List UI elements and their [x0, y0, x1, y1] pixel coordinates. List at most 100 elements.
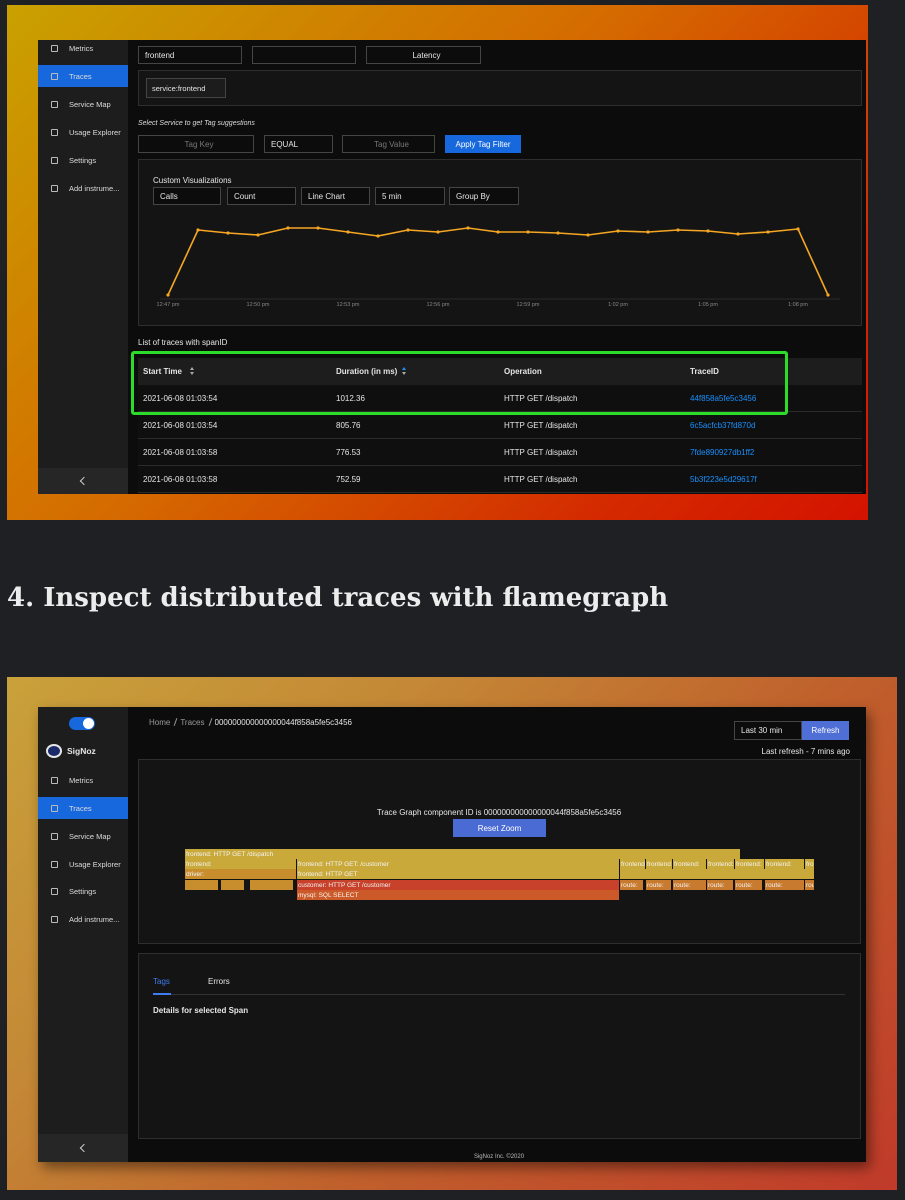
visualization-control[interactable]: Calls [153, 187, 221, 205]
list-title: List of traces with spanID [138, 337, 228, 347]
tab[interactable]: Tags [153, 976, 170, 986]
table-row[interactable] [138, 439, 862, 466]
time-select[interactable]: Last 30 min [734, 721, 802, 740]
flame-span[interactable]: frontend: [707, 859, 735, 869]
table-cell: 776.53 [336, 448, 361, 457]
flame-span[interactable]: route: [707, 880, 734, 890]
sidebar-item[interactable]: Settings [69, 155, 97, 165]
table-header-cell[interactable]: Start Time [143, 367, 182, 376]
flame-span[interactable]: frontend: HTTP GET: /customer [297, 859, 620, 869]
visualization-control[interactable]: Count [227, 187, 296, 205]
flame-span[interactable]: route: [620, 880, 644, 890]
sidebar-item[interactable]: Traces [69, 803, 92, 813]
last-refresh: Last refresh - 7 mins ago [761, 747, 850, 756]
flame-span[interactable] [185, 880, 219, 890]
flame-span[interactable]: frontend: [673, 859, 707, 869]
theme-toggle[interactable] [69, 717, 95, 730]
flame-span[interactable]: route: [673, 880, 707, 890]
flame-span[interactable]: driver: [185, 869, 297, 879]
sidebar-selected[interactable] [38, 797, 128, 819]
tab[interactable]: Errors [208, 976, 230, 986]
visualization-title: Custom Visualizations [153, 176, 232, 185]
details-panel [138, 953, 861, 1139]
tag-chip[interactable]: service:frontend [146, 78, 226, 98]
apply-tag-filter-button[interactable]: Apply Tag Filter [445, 135, 521, 153]
collapse-chevron [79, 476, 89, 486]
latency-button[interactable]: Latency [366, 46, 481, 64]
table-row[interactable] [138, 385, 862, 412]
sidebar [38, 40, 128, 494]
flame-span[interactable]: route: [805, 880, 815, 890]
tag-operator-select[interactable]: EQUAL [264, 135, 333, 153]
table-header [138, 358, 862, 385]
section-heading: 4. Inspect distributed traces with flame… [7, 583, 669, 613]
sidebar-item[interactable]: Traces [69, 71, 92, 81]
flame-span[interactable]: route: [646, 880, 672, 890]
visualization-control[interactable]: 5 min [375, 187, 445, 205]
table-cell: 2021-06-08 01:03:58 [143, 475, 218, 484]
table-cell: 1012.36 [336, 394, 365, 403]
sidebar-icon [51, 157, 58, 164]
flame-span[interactable]: frontend: HTTP GET /dispatch [185, 849, 741, 859]
table-cell[interactable]: 44f858a5fe5c3456 [690, 394, 757, 403]
flame-span[interactable]: route: [765, 880, 805, 890]
refresh-button[interactable]: Refresh [802, 721, 849, 740]
table-row[interactable] [138, 412, 862, 439]
logo-icon [46, 744, 62, 758]
flame-span[interactable]: frontend: HTTP GET [297, 869, 620, 879]
table-cell: 805.76 [336, 421, 361, 430]
table-row[interactable] [138, 466, 862, 493]
sidebar-item[interactable]: Service Map [69, 99, 111, 109]
flame-span[interactable]: frontend: [765, 859, 805, 869]
breadcrumb-item: 000000000000000044f858a5fe5c3456 [214, 717, 352, 727]
flame-span[interactable]: customer: HTTP GET /customer [297, 880, 620, 890]
flame-span[interactable] [620, 869, 815, 879]
flame-span[interactable]: route: [735, 880, 763, 890]
sidebar-item[interactable]: Settings [69, 886, 97, 896]
service-select[interactable]: frontend [138, 46, 242, 64]
sidebar-item[interactable]: Add instrume... [69, 914, 120, 924]
sidebar-item[interactable]: Metrics [69, 43, 94, 53]
sidebar-item[interactable]: Metrics [69, 775, 94, 785]
sidebar-item[interactable]: Service Map [69, 831, 111, 841]
tag-value-input[interactable]: Tag Value [342, 135, 435, 153]
reset-zoom-button[interactable]: Reset Zoom [453, 819, 546, 837]
sidebar-selected[interactable] [38, 65, 128, 87]
logo-text: SigNoz [67, 746, 96, 756]
table-cell[interactable]: 7fde890927db1ff2 [690, 448, 755, 457]
breadcrumb-item[interactable]: Traces [180, 717, 205, 727]
sidebar-icon [51, 129, 58, 136]
flame-span[interactable]: frontend [620, 859, 646, 869]
sidebar-icon [51, 861, 58, 868]
flame-span[interactable]: mysql: SQL SELECT [297, 890, 620, 900]
sidebar-icon [51, 777, 58, 784]
sidebar-item[interactable]: Usage Explorer [69, 127, 121, 137]
table-header-cell[interactable]: Duration (in ms) [336, 367, 398, 376]
breadcrumb-item[interactable]: Home [149, 717, 171, 727]
visualization-control[interactable]: Line Chart [301, 187, 370, 205]
table-cell[interactable]: 6c5acfcb37fd870d [690, 421, 756, 430]
table-cell: 752.59 [336, 475, 361, 484]
table-cell: HTTP GET /dispatch [504, 475, 578, 484]
tag-key-input[interactable]: Tag Key [138, 135, 254, 153]
tab-underline [153, 993, 171, 995]
flame-span[interactable] [221, 880, 245, 890]
flame-span[interactable]: frontend: [805, 859, 815, 869]
flame-span[interactable]: frontend [646, 859, 673, 869]
collapse-button[interactable] [38, 1134, 128, 1162]
sidebar-item[interactable]: Add instrume... [69, 183, 120, 193]
visualization-control[interactable]: Group By [449, 187, 519, 205]
operation-select[interactable] [252, 46, 356, 64]
collapse-button[interactable] [38, 468, 128, 494]
sidebar-icon [51, 888, 58, 895]
sort-icon [402, 367, 406, 370]
flame-span[interactable]: frontend: [185, 859, 297, 869]
sidebar-item[interactable]: Usage Explorer [69, 859, 121, 869]
flame-span[interactable] [250, 880, 294, 890]
flame-span[interactable]: frontend: [735, 859, 765, 869]
tab-divider [153, 994, 845, 995]
sidebar-icon [51, 101, 58, 108]
tag-hint: Select Service to get Tag suggestions [138, 119, 255, 127]
table-cell[interactable]: 5b3f223e5d29617f [690, 475, 757, 484]
